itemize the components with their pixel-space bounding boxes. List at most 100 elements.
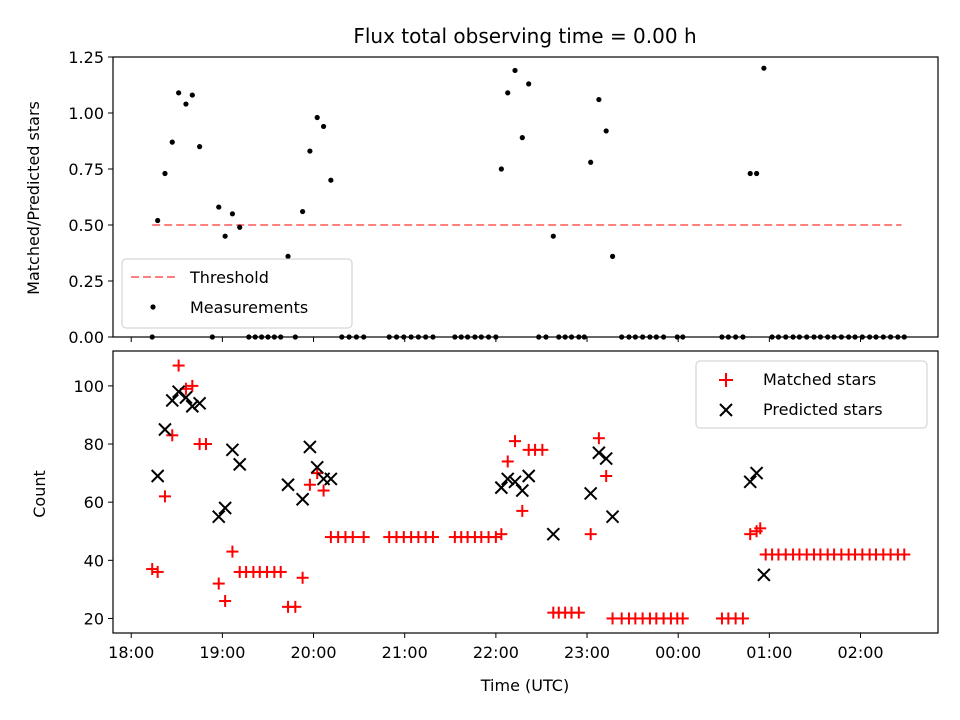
legend-matched-swatch xyxy=(719,373,733,387)
matched-star-point xyxy=(516,504,529,517)
measurement-point xyxy=(237,224,243,230)
measurement-point xyxy=(550,233,556,239)
matched-star-point xyxy=(226,545,239,558)
measurement-point xyxy=(162,170,168,177)
count-y-tick-label: 40 xyxy=(84,551,104,570)
measurement-point xyxy=(512,67,518,74)
predicted-points xyxy=(150,384,771,582)
count-panel: Count Time (UTC) 20 40 60 80 100 18:00 19:00 2… xyxy=(30,350,939,695)
measurement-point xyxy=(415,334,421,340)
measurement-point xyxy=(401,334,407,340)
measurement-point xyxy=(346,334,352,340)
measurement-point xyxy=(581,334,587,340)
measurement-point xyxy=(278,334,284,340)
measurement-point xyxy=(783,334,789,340)
measurement-point xyxy=(478,334,484,340)
measurement-point xyxy=(285,253,291,259)
predicted-star-point xyxy=(508,475,522,489)
measurement-point xyxy=(719,334,725,340)
measurement-point xyxy=(901,334,907,340)
legend-matched-label: Matched stars xyxy=(763,370,876,389)
measurement-point xyxy=(393,334,400,340)
predicted-star-point xyxy=(212,510,226,524)
matched-star-point xyxy=(426,531,439,544)
x-tick-label: 23:00 xyxy=(564,643,610,662)
measurement-point xyxy=(568,334,575,340)
measurement-point xyxy=(661,334,667,340)
measurement-point xyxy=(229,211,236,217)
matched-star-point xyxy=(289,600,302,613)
measurement-point xyxy=(271,334,277,340)
matched-star-point xyxy=(754,522,767,535)
predicted-star-point xyxy=(158,422,172,437)
matched-star-point xyxy=(495,528,508,541)
measurement-point xyxy=(825,334,831,340)
measurement-point xyxy=(790,334,796,340)
matched-star-point xyxy=(509,435,522,448)
legend-measurement-swatch xyxy=(150,304,156,310)
matched-star-point xyxy=(166,429,179,442)
ratio-y-ticks: 0.00 0.25 0.50 0.75 1.00 1.25 xyxy=(68,48,113,347)
measurement-point xyxy=(209,334,215,340)
matched-star-point xyxy=(303,478,316,491)
measurement-point xyxy=(430,334,436,340)
measurement-point xyxy=(725,334,731,340)
measurement-point xyxy=(498,166,504,172)
measurement-point xyxy=(632,334,638,340)
measurement-point xyxy=(246,334,252,340)
predicted-star-point xyxy=(599,451,613,466)
measurement-point xyxy=(493,334,499,340)
measurement-point xyxy=(640,334,646,340)
measurement-point xyxy=(867,334,873,340)
matched-star-point xyxy=(572,606,585,619)
predicted-star-point xyxy=(605,510,620,524)
measurement-point xyxy=(556,334,562,340)
predicted-star-point xyxy=(171,384,186,399)
predicted-star-point xyxy=(295,492,310,506)
count-legend: Matched stars Predicted stars xyxy=(695,360,928,429)
ratio-y-tick-label: 0.25 xyxy=(68,272,104,291)
matched-star-point xyxy=(317,484,330,497)
x-tick-label: 18:00 xyxy=(108,643,154,662)
measurement-point xyxy=(339,334,345,340)
predicted-star-point xyxy=(310,460,324,474)
measurement-point xyxy=(753,170,760,177)
predicted-star-point xyxy=(225,443,240,457)
measurement-point xyxy=(386,334,392,340)
predicted-star-point xyxy=(150,469,165,483)
measurement-point xyxy=(314,114,320,121)
measurement-point xyxy=(485,334,492,340)
measurement-point xyxy=(258,334,265,340)
predicted-star-point xyxy=(281,478,295,492)
x-tick-label: 00:00 xyxy=(655,643,701,662)
measurement-point xyxy=(353,334,359,340)
measurement-point xyxy=(562,334,568,340)
count-plot-area xyxy=(112,350,939,634)
measurement-point xyxy=(588,159,594,165)
predicted-star-point xyxy=(494,480,509,495)
matched-star-point xyxy=(186,379,199,392)
measurement-point xyxy=(740,334,746,340)
matched-star-point xyxy=(489,531,502,544)
measurement-point xyxy=(252,334,258,340)
measurement-point xyxy=(647,334,653,340)
x-tick-label: 21:00 xyxy=(382,643,428,662)
measurement-point xyxy=(873,334,879,340)
measurement-point xyxy=(653,334,659,340)
measurement-point xyxy=(596,96,602,103)
measurement-point xyxy=(408,334,414,340)
measurement-point xyxy=(887,334,894,340)
measurement-point xyxy=(852,334,858,340)
measurement-point xyxy=(155,217,161,224)
measurement-point xyxy=(526,81,532,87)
matched-star-point xyxy=(584,528,597,541)
measurement-point xyxy=(361,334,367,340)
ratio-y-tick-label: 0.00 xyxy=(68,328,104,347)
matched-star-point xyxy=(158,490,171,503)
x-tick-label: 22:00 xyxy=(473,643,519,662)
predicted-star-point xyxy=(218,501,232,515)
ratio-y-tick-label: 0.75 xyxy=(68,160,104,179)
measurement-point xyxy=(458,334,464,340)
predicted-star-point xyxy=(303,440,317,454)
